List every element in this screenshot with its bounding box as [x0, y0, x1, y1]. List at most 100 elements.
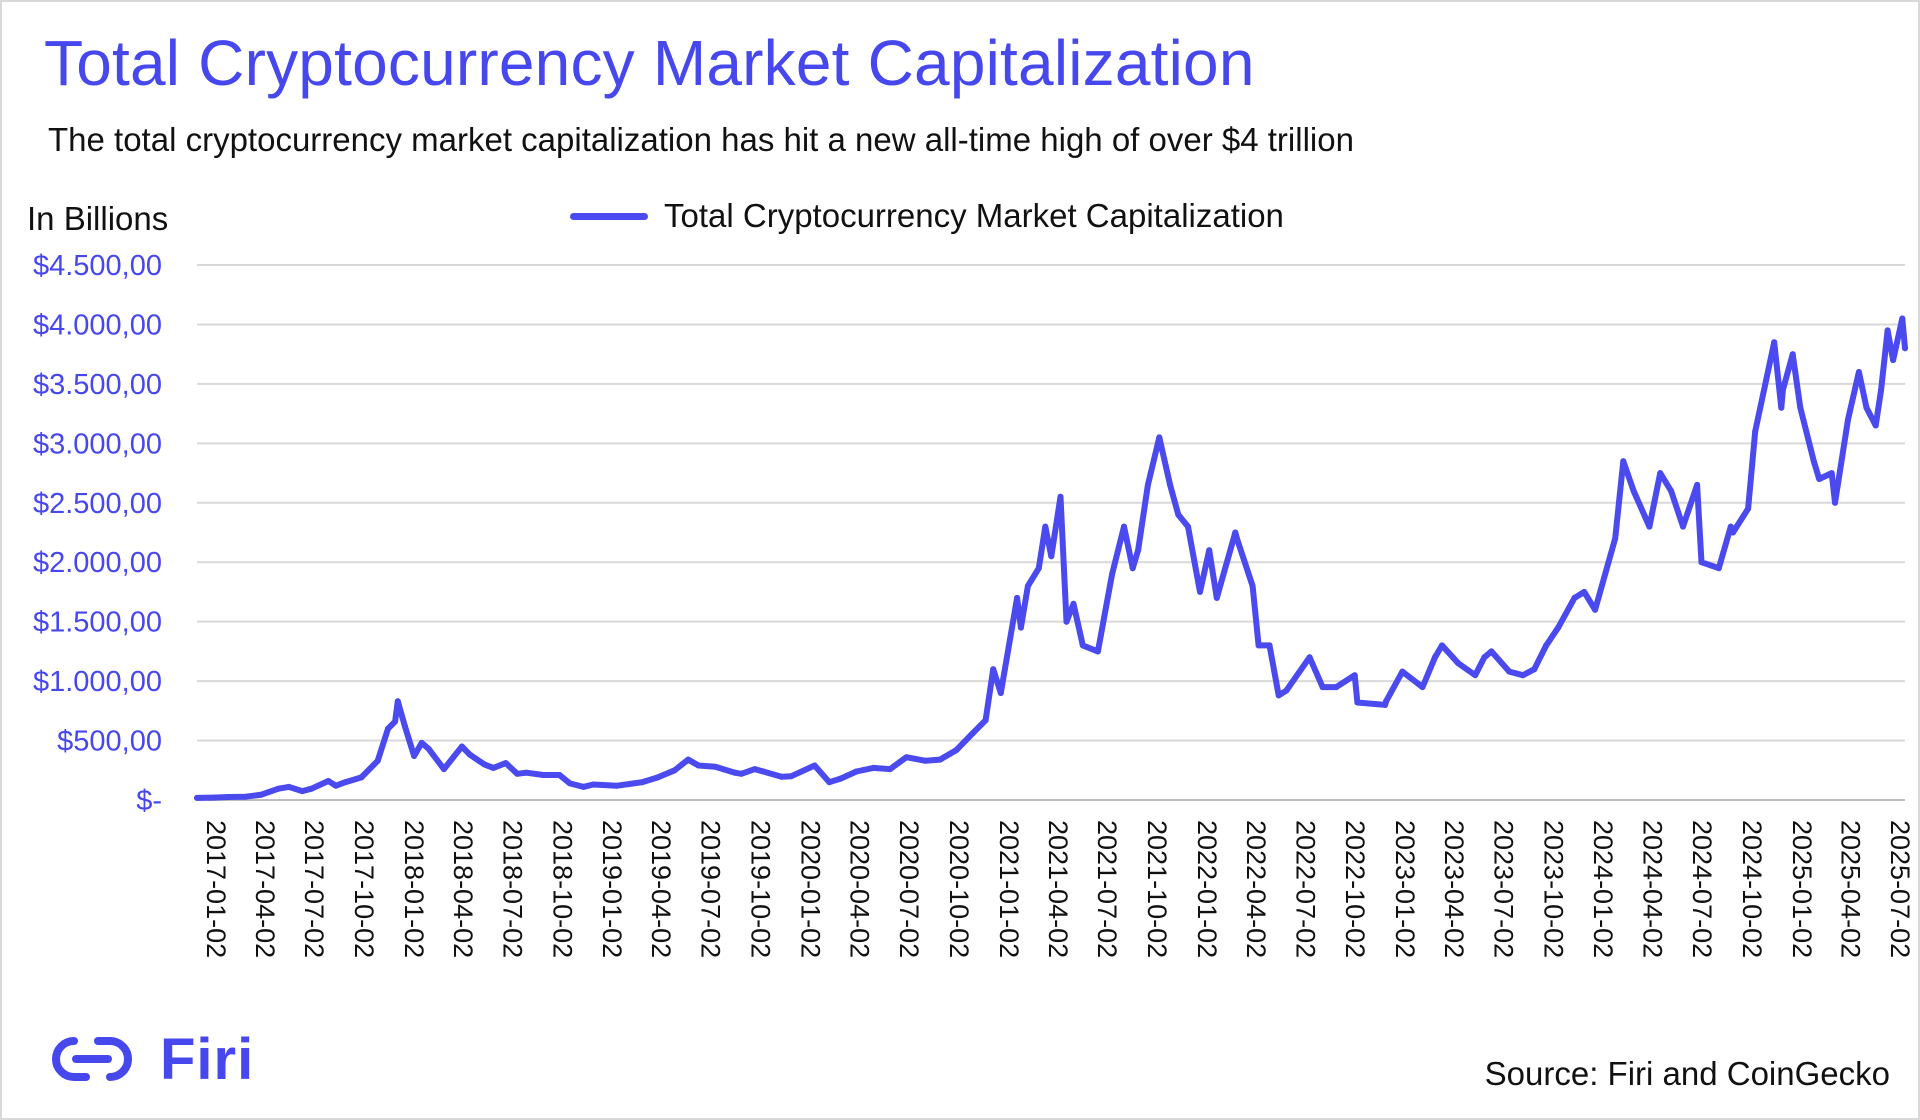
data-point [982, 717, 989, 724]
data-point [1249, 583, 1256, 589]
data-point [1206, 547, 1213, 554]
data-point [1855, 369, 1862, 375]
data-point [374, 757, 381, 764]
data-point [953, 747, 960, 754]
data-point [1129, 565, 1136, 572]
data-point [1630, 487, 1637, 494]
legend: Total Cryptocurrency Market Capitalizati… [570, 196, 1284, 236]
y-axis-label: In Billions [27, 200, 169, 237]
data-point [1832, 499, 1838, 506]
x-tick-label: 2017-01-02 [201, 820, 231, 958]
x-tick-label: 2022-07-02 [1290, 820, 1320, 958]
data-point [285, 783, 292, 790]
data-point [1232, 529, 1239, 536]
data-point [1094, 648, 1101, 655]
data-point [1354, 699, 1361, 706]
data-point [1694, 481, 1701, 488]
gridlines [197, 264, 1905, 801]
data-point [1730, 529, 1736, 536]
data-point [751, 766, 758, 773]
data-point [1657, 470, 1664, 477]
data-point [685, 756, 692, 763]
data-point [870, 764, 877, 771]
data-point [490, 764, 497, 771]
data-point [922, 757, 929, 764]
data-point [1057, 493, 1064, 500]
data-point [1863, 404, 1870, 411]
data-point [1531, 666, 1538, 673]
data-point [440, 766, 447, 773]
data-point [299, 788, 306, 795]
data-point [1048, 553, 1055, 560]
data-point [566, 780, 573, 787]
x-tick-label: 2024-10-02 [1737, 820, 1767, 958]
data-point [903, 754, 910, 761]
y-tick-label: $1.500,00 [33, 607, 162, 639]
x-axis-ticks: 2017-01-02 2017-04-02 2017-07-02 2017-10-02… [201, 820, 1915, 958]
data-point [1581, 588, 1588, 595]
data-point [654, 774, 661, 781]
data-point [580, 783, 587, 790]
data-point [1592, 606, 1599, 613]
data-point [1771, 339, 1778, 346]
data-point [1042, 523, 1049, 530]
data-point [1399, 668, 1406, 675]
data-point [1432, 654, 1438, 661]
data-point [1555, 624, 1562, 631]
data-point [523, 769, 530, 776]
data-point [1745, 505, 1752, 512]
data-point [514, 770, 521, 777]
data-point [695, 762, 702, 769]
data-point [1419, 684, 1426, 691]
x-tick-label: 2023-10-02 [1538, 820, 1568, 958]
y-tick-label: $1.000,00 [33, 666, 162, 698]
x-tick-label: 2024-04-02 [1638, 820, 1668, 958]
brand-name: Firi [160, 1026, 255, 1092]
data-point [738, 770, 745, 777]
data-point [712, 763, 719, 770]
data-point [1884, 327, 1891, 334]
x-tick-label: 2019-10-02 [745, 820, 775, 958]
data-point [258, 791, 265, 798]
data-point [342, 779, 349, 786]
data-point [385, 725, 391, 732]
data-point [1255, 642, 1262, 649]
data-point [556, 772, 563, 778]
data-point [1283, 687, 1290, 694]
x-tick-label: 2023-04-02 [1439, 820, 1469, 958]
x-tick-label: 2020-07-02 [894, 820, 924, 958]
data-point [788, 773, 795, 780]
data-point [275, 785, 282, 792]
data-point [1727, 523, 1734, 530]
data-point [1506, 668, 1513, 675]
data-point [1872, 422, 1879, 429]
y-tick-label: $3.500,00 [33, 369, 162, 401]
x-tick-label: 2020-04-02 [845, 820, 875, 958]
y-axis-ticks: $- $500,00 $1.000,00 $1.500,00 $2.000,00 $2.5… [33, 250, 162, 817]
data-point [1035, 565, 1042, 572]
data-point [1902, 345, 1908, 352]
data-point [425, 745, 432, 752]
data-point [887, 766, 894, 773]
data-point [671, 767, 678, 774]
data-point [1233, 535, 1240, 542]
data-point [1266, 642, 1273, 649]
data-point [401, 723, 408, 730]
data-point [194, 794, 200, 801]
data-point [1543, 642, 1550, 649]
y-tick-label: $2.000,00 [33, 547, 162, 579]
x-tick-label: 2021-10-02 [1142, 820, 1172, 958]
x-tick-label: 2017-10-02 [349, 820, 379, 958]
data-point [1488, 648, 1495, 655]
data-point [1715, 565, 1722, 572]
data-point [1383, 698, 1390, 705]
x-tick-label: 2018-04-02 [448, 820, 478, 958]
data-point [614, 782, 621, 789]
x-tick-label: 2019-07-02 [695, 820, 725, 958]
data-point [778, 773, 785, 780]
data-point [590, 781, 597, 788]
data-point [1351, 672, 1358, 679]
data-point [1213, 594, 1220, 601]
data-point [392, 718, 399, 725]
